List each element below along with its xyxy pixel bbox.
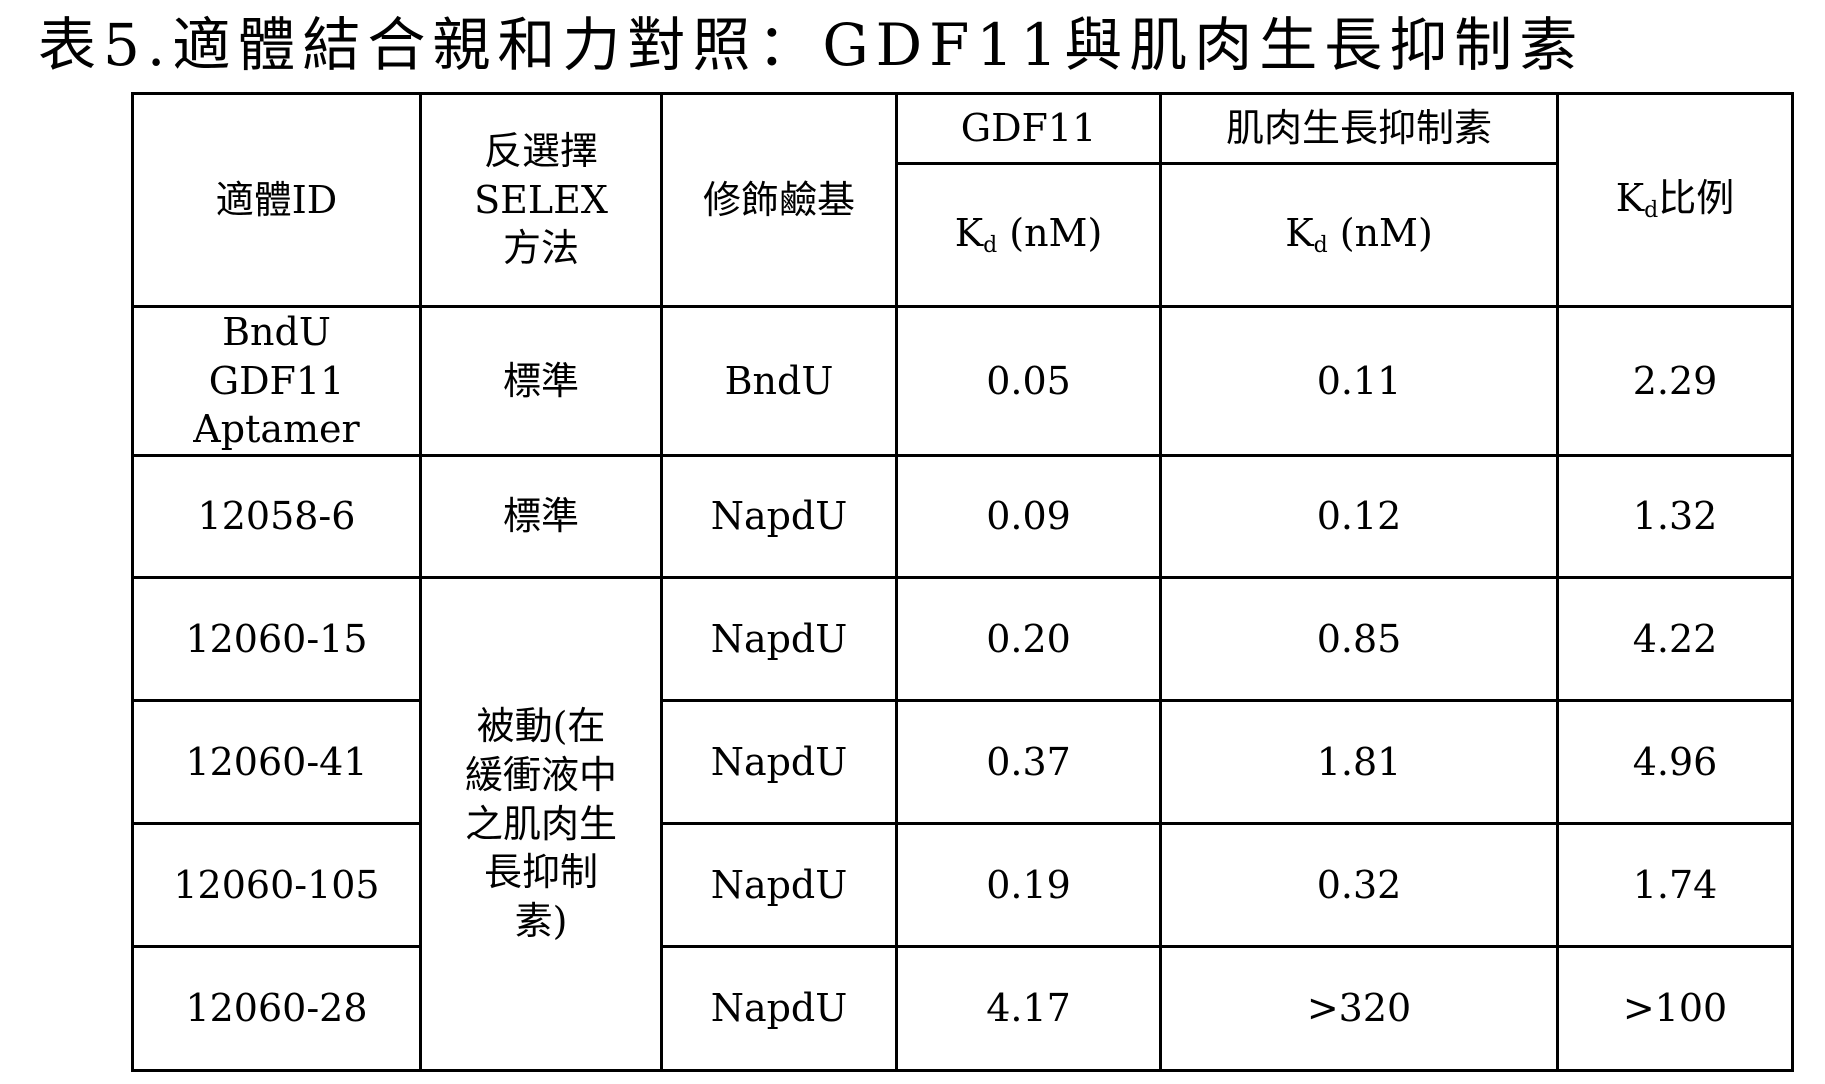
header-selex-method: 反選擇 SELEX 方法: [419, 92, 663, 308]
kd-symbol: K: [1285, 211, 1314, 256]
header-gdf11: GDF11: [895, 92, 1162, 165]
binding-affinity-table: 適體ID 反選擇 SELEX 方法 修飾鹼基 GDF11 肌肉生長抑制素 Kd比…: [131, 92, 1794, 1072]
kd-subscript: d: [983, 233, 998, 259]
table-row: 12060-105 NapdU 0.19 0.32 1.74: [131, 821, 1794, 948]
passive-method-line: 素): [514, 898, 568, 943]
modified-base-cell: NapdU: [660, 575, 898, 702]
myostatin-kd-cell: 0.32: [1159, 821, 1559, 948]
aptamer-id-cell: 12060-15: [131, 575, 422, 702]
table-row: BndU GDF11 Aptamer 標準 BndU 0.05 0.11 2.2…: [131, 305, 1794, 457]
table-row: 12060-41 NapdU 0.37 1.81 4.96: [131, 698, 1794, 825]
gdf11-kd-cell: 0.09: [895, 453, 1162, 579]
aptamer-id-line: Aptamer: [193, 407, 360, 452]
modified-base-cell: NapdU: [660, 453, 898, 579]
myostatin-kd-cell: 0.85: [1159, 575, 1559, 702]
gdf11-kd-cell: 4.17: [895, 944, 1162, 1072]
header-row-1: 適體ID 反選擇 SELEX 方法 修飾鹼基 GDF11 肌肉生長抑制素 Kd比…: [131, 92, 1794, 308]
header-myostatin-kd: Kd (nM): [1159, 162, 1559, 308]
header-gdf11-kd: Kd (nM): [895, 162, 1162, 308]
modified-base-cell: NapdU: [660, 821, 898, 948]
passive-method-line: 長抑制: [483, 850, 598, 895]
aptamer-id-cell: 12060-28: [131, 944, 422, 1072]
kd-ratio-cell: 1.32: [1556, 453, 1794, 579]
header-selex-method-line: 反選擇: [483, 129, 598, 174]
aptamer-id-line: BndU: [222, 310, 331, 354]
header-modified-base: 修飾鹼基: [660, 92, 898, 308]
kd-ratio-suffix: 比例: [1658, 176, 1735, 221]
table-row: 12060-15 被動(在 緩衝液中 之肌肉生 長抑制 素) NapdU 0.2…: [131, 575, 1794, 1072]
modified-base-cell: NapdU: [660, 698, 898, 825]
kd-subscript: d: [1313, 233, 1328, 259]
kd-symbol: K: [1615, 176, 1645, 221]
aptamer-id-cell: 12060-105: [131, 821, 422, 948]
modified-base-cell: NapdU: [660, 944, 898, 1072]
kd-unit: (nM): [1327, 211, 1433, 256]
passive-method-line: 緩衝液中: [464, 752, 617, 797]
aptamer-id-cell: BndU GDF11 Aptamer: [131, 305, 422, 457]
kd-ratio-cell: 4.22: [1556, 575, 1794, 702]
passive-method-line: 被動(在: [476, 704, 606, 749]
myostatin-kd-cell: 1.81: [1159, 698, 1559, 825]
gdf11-kd-cell: 0.05: [895, 305, 1162, 457]
myostatin-kd-cell: >320: [1159, 944, 1559, 1072]
aptamer-id-cell: 12058-6: [131, 453, 422, 579]
passive-selex-method-cell: 被動(在 緩衝液中 之肌肉生 長抑制 素): [419, 575, 663, 1072]
table-row: 12060-28 NapdU 4.17 >320 >100: [131, 944, 1794, 1072]
kd-unit: (nM): [997, 211, 1103, 256]
aptamer-id-line: GDF11: [208, 358, 345, 403]
header-row-2: Kd (nM) Kd (nM): [133, 162, 1793, 308]
header-selex-method-line: SELEX: [474, 177, 608, 222]
table-row: 12058-6 標準 NapdU 0.09 0.12 1.32: [131, 453, 1794, 579]
aptamer-id-cell: 12060-41: [131, 698, 422, 825]
kd-ratio-cell: >100: [1556, 944, 1794, 1072]
kd-symbol: K: [954, 211, 984, 256]
kd-ratio-cell: 2.29: [1556, 305, 1794, 457]
gdf11-kd-cell: 0.37: [895, 698, 1162, 825]
header-kd-ratio: Kd比例: [1556, 92, 1794, 308]
passive-method-line: 之肌肉生: [464, 801, 617, 846]
kd-ratio-cell: 1.74: [1556, 821, 1794, 948]
table-title: 表5.適體結合親和力對照：GDF11與肌肉生長抑制素: [38, 11, 1585, 79]
myostatin-kd-cell: 0.12: [1159, 453, 1559, 579]
myostatin-kd-cell: 0.11: [1159, 305, 1559, 457]
gdf11-kd-cell: 0.19: [895, 821, 1162, 948]
header-aptamer-id: 適體ID: [131, 92, 422, 308]
selex-method-cell: 標準: [419, 305, 663, 457]
gdf11-kd-cell: 0.20: [895, 575, 1162, 702]
header-myostatin: 肌肉生長抑制素: [1159, 92, 1559, 165]
header-selex-method-line: 方法: [502, 226, 579, 271]
kd-subscript: d: [1644, 198, 1659, 224]
kd-ratio-cell: 4.96: [1556, 698, 1794, 825]
modified-base-cell: BndU: [660, 305, 898, 457]
selex-method-cell: 標準: [419, 453, 663, 579]
